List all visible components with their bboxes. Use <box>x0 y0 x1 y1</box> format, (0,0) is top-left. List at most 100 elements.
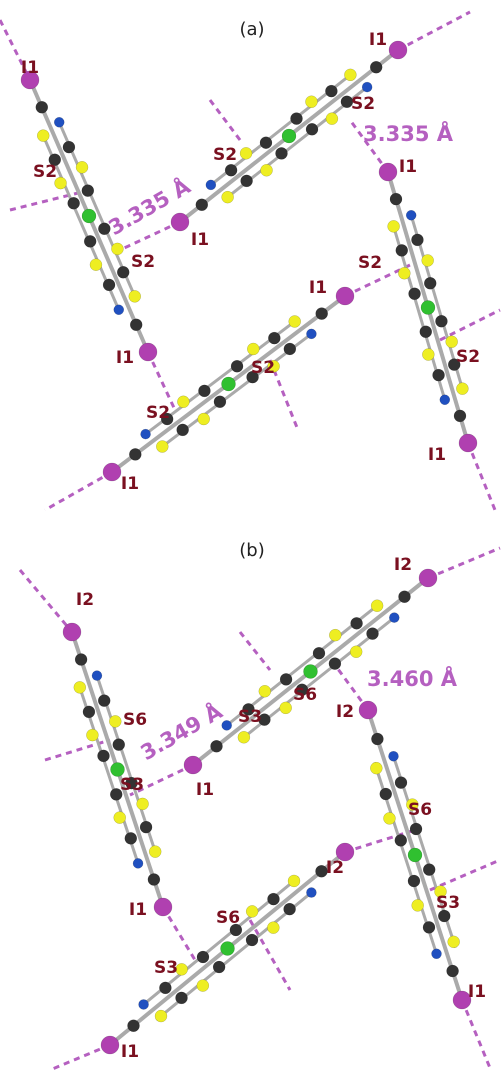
contact-line <box>49 1043 111 1072</box>
atom-labels: I1 S2 I1 S2 I1 S2 I1 S2 I1 S2 I1 S2 S2 I… <box>21 30 486 1062</box>
atom-label: S2 <box>251 358 275 378</box>
contact-line <box>333 664 370 711</box>
contact-line <box>208 99 242 141</box>
atom-label: I1 <box>121 474 139 494</box>
atom <box>212 960 226 974</box>
atom <box>340 95 354 109</box>
atom <box>312 646 326 660</box>
atom <box>97 749 110 763</box>
atom <box>421 254 434 267</box>
atom <box>370 761 383 775</box>
atom <box>197 412 210 426</box>
atom <box>407 874 421 888</box>
atom <box>36 129 50 142</box>
atom <box>81 208 97 224</box>
atom <box>258 713 271 726</box>
atom <box>245 933 259 947</box>
atom <box>247 342 260 356</box>
atom <box>91 670 103 681</box>
atom <box>418 568 438 588</box>
atom <box>89 258 103 271</box>
distance-label: 3.335 Å <box>363 121 454 146</box>
atom-label: S6 <box>293 685 317 705</box>
atom <box>54 176 67 190</box>
atom <box>177 395 190 409</box>
contact-line <box>18 569 74 633</box>
atom <box>281 128 297 144</box>
atom <box>328 657 342 670</box>
atom-label: I1 <box>21 58 39 78</box>
atom <box>221 190 234 204</box>
atom-label: S2 <box>146 403 170 423</box>
atom-label: I1 <box>116 348 134 368</box>
atom-label: S2 <box>33 162 57 182</box>
atom <box>335 286 355 306</box>
atom <box>335 842 355 862</box>
atom-label: S2 <box>213 145 237 165</box>
atom <box>315 865 328 878</box>
atom-label: S2 <box>456 347 480 367</box>
atom <box>102 278 116 292</box>
atom <box>20 70 40 90</box>
atom <box>83 235 97 248</box>
atom <box>237 731 251 744</box>
atom <box>431 948 442 960</box>
atom <box>258 684 272 698</box>
atom <box>159 981 172 995</box>
atom-label: I1 <box>369 30 387 50</box>
atom-label: I1 <box>191 230 209 250</box>
atom <box>74 653 88 666</box>
atom <box>406 798 419 811</box>
atom <box>411 899 424 912</box>
contact-line <box>44 470 113 512</box>
atom <box>437 909 451 923</box>
atom <box>267 359 280 373</box>
atom <box>283 342 297 356</box>
atom <box>100 1035 120 1055</box>
atom-label: I1 <box>399 157 417 177</box>
atom <box>379 787 393 801</box>
atom <box>160 412 174 426</box>
atom-label: I1 <box>428 445 446 465</box>
atom <box>349 645 363 659</box>
atom <box>116 266 130 279</box>
atom <box>125 776 138 790</box>
atom <box>389 612 400 623</box>
atom <box>35 100 49 114</box>
atom <box>405 209 417 221</box>
atom <box>109 788 123 801</box>
atom <box>305 123 319 136</box>
atom <box>196 979 210 992</box>
atom <box>305 95 318 108</box>
atom <box>283 902 296 916</box>
atom <box>447 358 461 371</box>
atom <box>112 738 126 751</box>
atom <box>62 140 76 154</box>
atom <box>147 873 161 886</box>
atom <box>453 409 467 423</box>
atom-label: S3 <box>238 707 262 727</box>
atom-label: I2 <box>76 590 94 610</box>
atom <box>394 776 408 789</box>
atom <box>303 664 318 679</box>
atom <box>86 728 99 742</box>
atom <box>288 315 301 328</box>
atom <box>205 179 217 191</box>
atom <box>378 162 398 182</box>
atom <box>136 797 149 811</box>
contact-line <box>344 263 411 298</box>
atom <box>139 820 153 834</box>
atom <box>110 762 125 777</box>
atom-label: S6 <box>123 710 147 730</box>
atom <box>411 233 424 247</box>
atom <box>221 720 232 731</box>
atom <box>229 923 243 937</box>
atom <box>366 627 379 640</box>
atom <box>361 81 373 93</box>
atom <box>422 921 436 934</box>
atom <box>242 703 255 716</box>
atom <box>129 318 143 332</box>
atom <box>398 266 411 280</box>
atom <box>445 335 458 349</box>
atom <box>128 290 142 303</box>
